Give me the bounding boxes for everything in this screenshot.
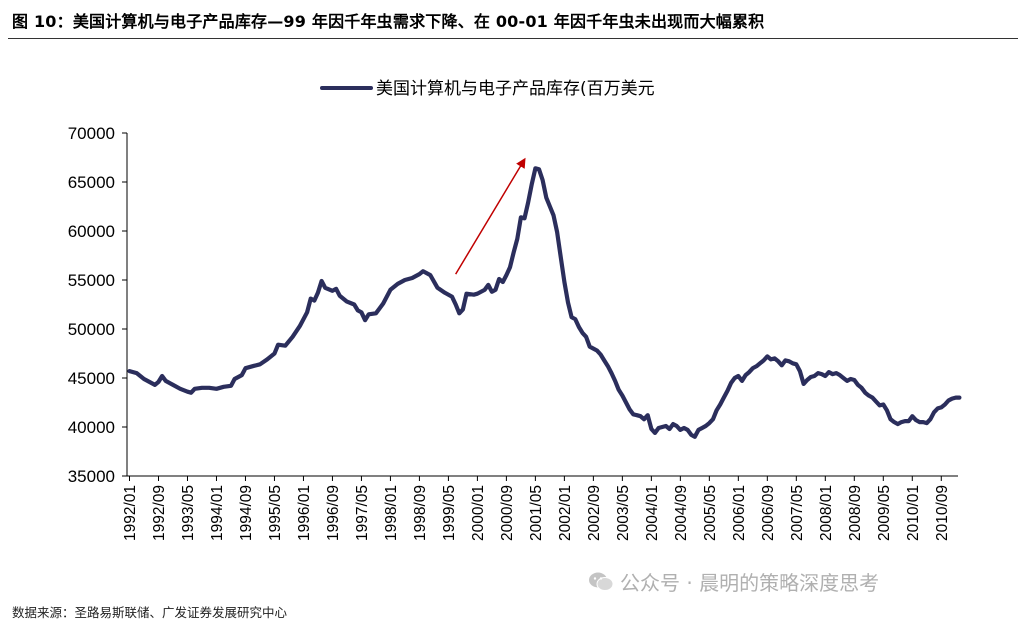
x-tick-label: 1994/09 — [238, 485, 255, 541]
line-chart: 美国计算机与电子产品库存(百万美元 35000 40000 45000 50000 55… — [68, 79, 962, 541]
x-tick-label: 1993/05 — [180, 485, 197, 541]
x-tick-label: 1997/05 — [354, 485, 371, 541]
x-tick-label: 2006/09 — [760, 485, 777, 541]
x-tick-label: 1992/09 — [151, 485, 168, 541]
x-tick-label: 1999/05 — [441, 485, 458, 541]
x-tick-label: 2009/05 — [876, 485, 893, 541]
x-tick-label: 2008/09 — [847, 485, 864, 541]
data-source: 数据来源：圣路易斯联储、广发证券发展研究中心 — [12, 605, 288, 620]
x-tick-label: 1996/01 — [296, 485, 313, 541]
watermark: 公众号 · 晨明的策略深度思考 — [588, 567, 879, 596]
x-tick-label: 1995/05 — [267, 485, 284, 541]
x-tick-label: 1998/01 — [383, 485, 400, 541]
x-tick-label: 2008/01 — [818, 485, 835, 541]
x-tick-label: 2006/01 — [731, 485, 748, 541]
x-tick-label: 1998/09 — [412, 485, 429, 541]
chart-legend: 美国计算机与电子产品库存(百万美元 — [320, 79, 655, 99]
x-tick-label: 2000/01 — [470, 485, 487, 541]
annotation-layer — [455, 157, 526, 275]
x-tick-label: 2010/09 — [934, 485, 951, 541]
series-layer — [127, 166, 962, 439]
x-tick-label: 2004/01 — [644, 485, 661, 541]
y-tick-label: 55000 — [68, 271, 115, 290]
y-tick-label: 35000 — [68, 467, 115, 486]
x-axis: 1992/01 1992/09 1993/05 1994/01 1994/09 1995/… — [122, 475, 958, 541]
x-tick-label: 2010/01 — [905, 485, 922, 541]
legend-label: 美国计算机与电子产品库存(百万美元 — [376, 79, 655, 99]
y-tick-label: 50000 — [68, 320, 115, 339]
x-tick-label: 1992/01 — [122, 485, 139, 541]
x-tick-label: 1996/09 — [325, 485, 342, 541]
x-tick-label: 2000/09 — [499, 485, 516, 541]
y-tick-label: 65000 — [68, 173, 115, 192]
figure-title: 图 10：美国计算机与电子产品库存—99 年因千年虫需求下降、在 00-01 年… — [12, 12, 765, 31]
wechat-icon — [589, 572, 614, 591]
x-tick-label: 2004/09 — [673, 485, 690, 541]
x-tick-label: 2002/01 — [557, 485, 574, 541]
y-tick-label: 70000 — [68, 124, 115, 143]
x-tick-label: 2005/05 — [702, 485, 719, 541]
annotation-arrow-0 — [455, 157, 526, 275]
y-tick-label: 60000 — [68, 222, 115, 241]
title-divider — [8, 38, 1018, 39]
x-tick-label: 2002/09 — [586, 485, 603, 541]
y-tick-label: 45000 — [68, 369, 115, 388]
x-tick-label: 1994/01 — [209, 485, 226, 541]
x-tick-label: 2001/05 — [528, 485, 545, 541]
watermark-text: 公众号 · 晨明的策略深度思考 — [620, 571, 880, 595]
series-line-0 — [127, 166, 962, 439]
x-tick-label: 2003/05 — [615, 485, 632, 541]
x-tick-label: 2007/05 — [789, 485, 806, 541]
y-axis: 35000 40000 45000 50000 55000 60000 65000 70000 — [68, 124, 128, 486]
y-tick-label: 40000 — [68, 418, 115, 437]
